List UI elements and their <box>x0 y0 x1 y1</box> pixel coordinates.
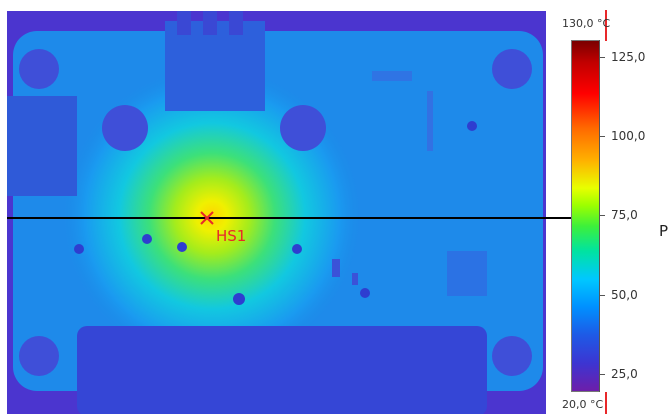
mounting-hole <box>19 49 59 89</box>
color-scale-bar <box>571 40 600 392</box>
scale-min-marker <box>605 392 607 414</box>
mounting-hole <box>19 336 59 376</box>
profile-line[interactable] <box>7 217 572 219</box>
thermal-image <box>7 11 546 414</box>
mounting-hole <box>492 49 532 89</box>
scale-max-label: 130,0 °C <box>562 17 611 30</box>
mounting-hole <box>280 105 326 151</box>
left-connector <box>7 96 77 196</box>
hotspot-label: HS1 <box>216 227 247 245</box>
top-connector <box>165 21 265 111</box>
scale-tick-label: 50,0 <box>611 288 638 302</box>
scale-tick-label: 100,0 <box>611 129 646 143</box>
scale-axis <box>599 40 600 392</box>
bottom-connector <box>77 326 487 414</box>
mounting-hole <box>102 105 148 151</box>
mounting-hole <box>492 336 532 376</box>
scale-tick <box>599 215 605 216</box>
scale-tick <box>599 136 605 137</box>
profile-label: P <box>659 222 669 240</box>
scale-min-label: 20,0 °C <box>562 398 604 411</box>
scale-tick <box>599 295 605 296</box>
hotspot-marker[interactable] <box>198 209 216 227</box>
scale-tick-label: 75,0 <box>611 208 638 222</box>
scale-max-marker <box>605 10 607 41</box>
scale-tick-label: 25,0 <box>611 367 638 381</box>
scale-tick-label: 125,0 <box>611 50 646 64</box>
scale-tick <box>599 374 605 375</box>
scale-tick <box>599 57 605 58</box>
